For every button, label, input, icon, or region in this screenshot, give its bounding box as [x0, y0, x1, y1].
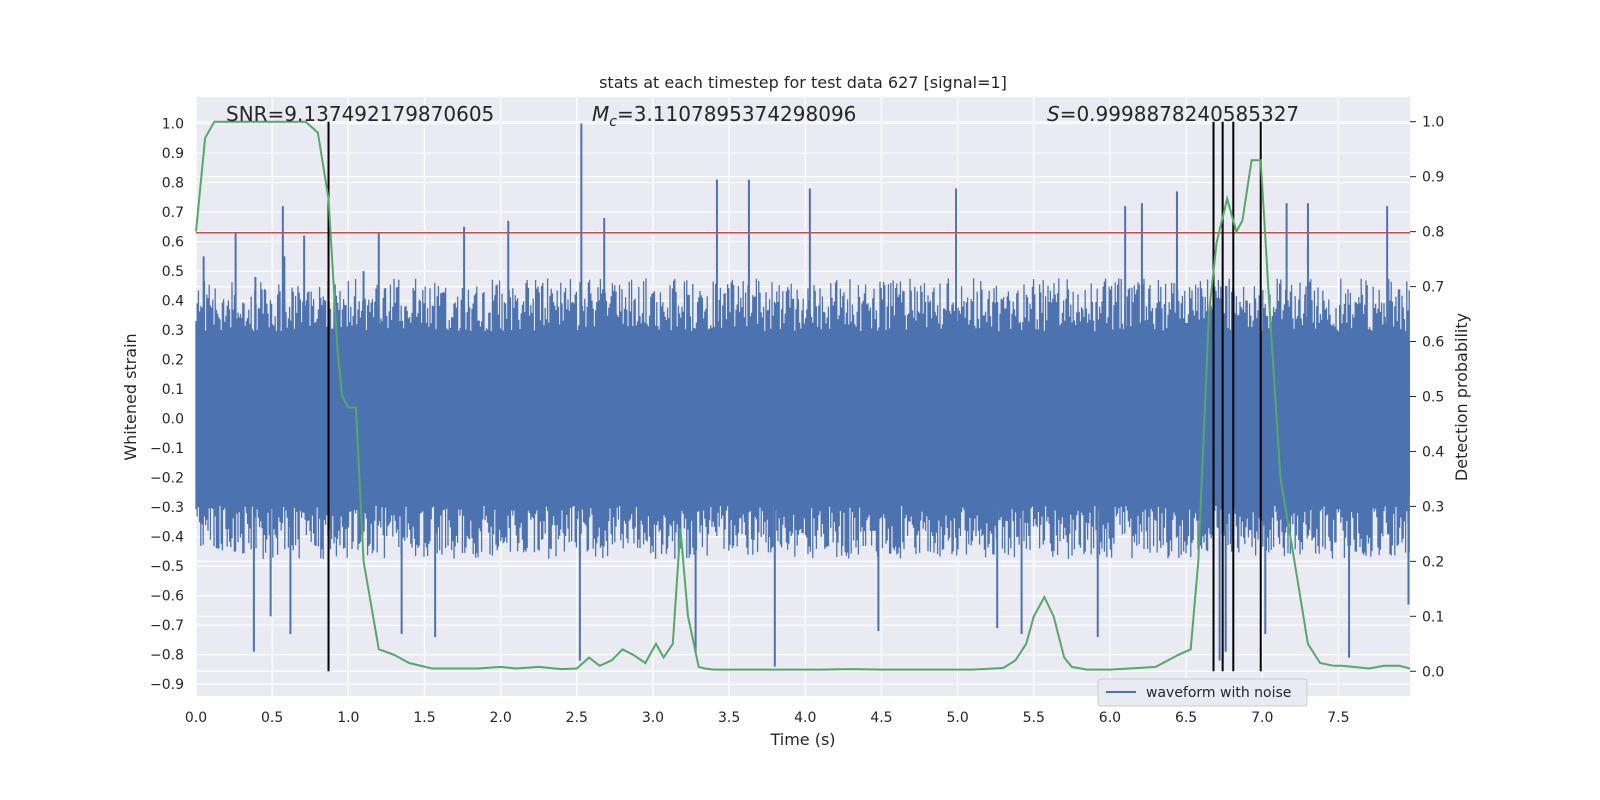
- left-y-tick-label: 0.2: [162, 353, 184, 369]
- x-tick-label: 7.5: [1327, 710, 1349, 726]
- x-tick-label: 6.5: [1175, 710, 1197, 726]
- left-y-tick-label: −0.4: [150, 530, 184, 546]
- snr-annotation: SNR=9.137492179870605: [226, 102, 494, 126]
- left-y-tick-label: −0.7: [150, 618, 184, 634]
- right-y-tick-label: 0.0: [1422, 664, 1444, 680]
- left-y-tick-label: 0.5: [162, 264, 184, 280]
- left-y-tick-label: −0.5: [150, 559, 184, 575]
- right-y-axis-label: Detection probability: [1452, 313, 1471, 481]
- left-y-tick-label: −0.9: [150, 677, 184, 693]
- waveform-noise: [195, 278, 1410, 559]
- left-y-tick-label: 0.1: [162, 382, 184, 398]
- chart-title: stats at each timestep for test data 627…: [599, 73, 1007, 92]
- left-y-axis-ticks: 1.0 0.9 0.8 0.7 0.6 0.5 0.4 0.3 0.2 0.1 0.0 −0.1 −0.…: [150, 117, 184, 694]
- right-y-tick-label: 0.9: [1422, 170, 1444, 186]
- x-tick-label: 1.0: [337, 710, 359, 726]
- right-y-tick-label: 0.4: [1422, 444, 1444, 460]
- left-y-tick-label: 0.8: [162, 176, 184, 192]
- right-y-tick-label: 0.8: [1422, 225, 1444, 241]
- x-axis-ticks: 0.0 0.5 1.0 1.5 2.0 2.5 3.0 3.5 4.0 4.5 5.0 5.5 6.0 6…: [185, 710, 1350, 726]
- x-tick-label: 2.5: [566, 710, 588, 726]
- legend: waveform with noise: [1097, 678, 1308, 707]
- x-tick-label: 0.0: [185, 710, 207, 726]
- right-y-tick-label: 0.1: [1422, 609, 1444, 625]
- x-tick-label: 0.5: [261, 710, 283, 726]
- detection-probability-line: [195, 120, 1411, 671]
- x-tick-label: 4.5: [870, 710, 892, 726]
- chirp-mass-annotation: Mc=3.1107895374298096: [592, 102, 856, 130]
- left-y-tick-label: −0.2: [150, 471, 184, 487]
- x-tick-label: 1.5: [413, 710, 435, 726]
- left-y-tick-label: 0.0: [162, 412, 184, 428]
- legend-label: waveform with noise: [1146, 685, 1291, 701]
- right-y-tick-label: 0.3: [1422, 499, 1444, 515]
- right-y-axis-ticks: 1.0 0.9 0.8 0.7 0.6 0.5 0.4 0.3 0.2 0.1 0.0: [1410, 115, 1444, 680]
- left-y-axis-label: Whitened strain: [121, 333, 140, 460]
- left-y-tick-label: 0.6: [162, 235, 184, 251]
- x-tick-label: 3.5: [718, 710, 740, 726]
- right-y-tick-label: 0.5: [1422, 390, 1444, 406]
- left-y-tick-label: 0.9: [162, 146, 184, 162]
- right-y-tick-label: 0.6: [1422, 335, 1444, 351]
- left-y-tick-label: 0.4: [162, 294, 184, 310]
- x-tick-label: 5.0: [946, 710, 968, 726]
- legend-box: [1097, 678, 1308, 707]
- x-tick-label: 5.5: [1023, 710, 1045, 726]
- left-y-tick-label: 0.7: [162, 205, 184, 221]
- left-y-tick-label: −0.8: [150, 648, 184, 664]
- left-y-tick-label: −0.1: [150, 441, 184, 457]
- right-y-tick-label: 0.7: [1422, 280, 1444, 296]
- x-tick-label: 7.0: [1251, 710, 1273, 726]
- left-y-tick-label: 0.3: [162, 323, 184, 339]
- right-y-tick-label: 0.2: [1422, 554, 1444, 570]
- right-y-tick-label: 1.0: [1422, 115, 1444, 131]
- x-tick-label: 6.0: [1099, 710, 1121, 726]
- significance-annotation: S=0.9998878240585327: [1047, 102, 1299, 126]
- x-tick-label: 2.0: [490, 710, 512, 726]
- left-y-tick-label: −0.3: [150, 500, 184, 516]
- x-tick-label: 4.0: [794, 710, 816, 726]
- waveform-series: [195, 123, 1410, 667]
- x-axis-label: Time (s): [769, 730, 835, 749]
- left-y-tick-label: 1.0: [162, 117, 184, 133]
- x-tick-label: 3.0: [642, 710, 664, 726]
- left-y-tick-label: −0.6: [150, 589, 184, 605]
